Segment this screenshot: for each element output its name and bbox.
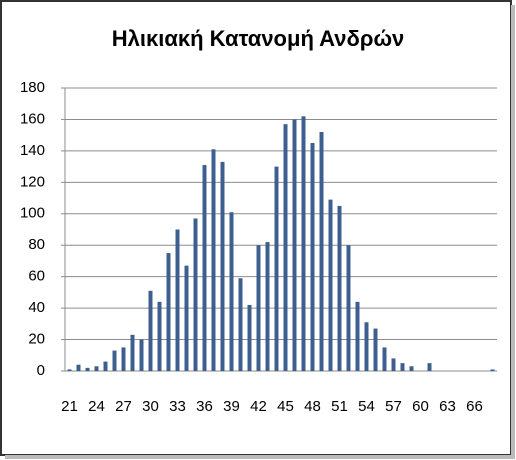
bar [184,265,189,371]
y-tick-label: 160 [20,110,45,127]
x-tick-label: 39 [223,398,240,415]
bar [148,290,153,371]
x-tick-label: 63 [439,398,456,415]
x-tick-label: 21 [61,398,78,415]
bar [292,119,297,371]
x-tick-label: 57 [385,398,402,415]
bar [94,366,99,371]
bar [355,301,360,371]
x-tick-label: 33 [169,398,186,415]
x-tick-label: 42 [250,398,267,415]
bar [76,364,81,371]
x-tick-label: 45 [277,398,294,415]
bar [409,366,414,371]
bar [337,205,342,371]
x-tick-label: 27 [115,398,132,415]
bar [346,245,351,371]
x-tick-label: 60 [412,398,429,415]
y-tick-label: 80 [28,236,45,253]
y-tick-label: 60 [28,268,45,285]
bar [391,358,396,371]
y-tick-label: 100 [20,205,45,222]
bar [256,245,261,371]
bar [157,301,162,371]
bar [382,347,387,371]
bar [427,363,432,371]
y-tick-label: 140 [20,142,45,159]
bar [67,369,72,371]
bar [247,304,252,371]
bar [193,218,198,371]
bar [238,278,243,371]
bar [103,361,108,371]
y-tick-label: 0 [37,362,45,379]
shadow [5,455,515,459]
bar [121,347,126,371]
bar [85,367,90,371]
bar [202,165,207,371]
x-tick-label: 30 [142,398,159,415]
bar [310,143,315,371]
chart-title: Ηλικιακή Κατανομή Ανδρών [112,26,405,51]
x-tick-label: 48 [304,398,321,415]
x-tick-label: 51 [331,398,348,415]
x-tick-label: 66 [466,398,483,415]
bar [364,322,369,371]
bar [490,369,495,371]
bar [175,229,180,371]
x-tick-label: 24 [88,398,105,415]
bar [229,212,234,371]
bar [373,328,378,371]
bar [274,166,279,371]
bar [400,363,405,371]
y-tick-label: 180 [20,79,45,96]
bar [166,253,171,371]
y-tick-label: 40 [28,299,45,316]
y-tick-label: 20 [28,331,45,348]
bar [220,161,225,371]
bar [112,350,117,371]
bar [283,124,288,372]
bar [265,242,270,371]
bar [130,334,135,371]
y-tick-label: 120 [20,173,45,190]
x-tick-label: 36 [196,398,213,415]
bar [301,116,306,371]
bar [319,132,324,371]
x-tick-label: 54 [358,398,375,415]
bar [139,339,144,371]
bar [211,149,216,371]
bar [328,199,333,371]
shadow [511,5,515,459]
